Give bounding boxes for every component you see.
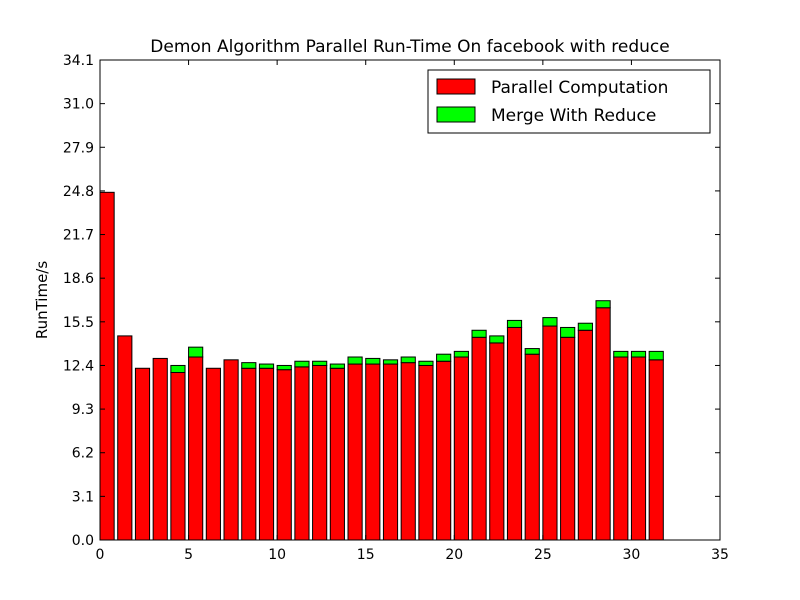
bar-merge-with-reduce: [329, 363, 345, 369]
y-axis-label: RunTime/s: [33, 261, 51, 340]
bar-merge-with-reduce: [400, 356, 416, 364]
bar-parallel-computation: [453, 356, 469, 541]
bar-merge-with-reduce: [276, 364, 292, 371]
bar-merge-with-reduce: [453, 350, 469, 358]
y-tick-label: 21.7: [63, 228, 94, 244]
bar-parallel-computation: [382, 363, 399, 541]
bar-parallel-computation: [294, 366, 310, 541]
bar-parallel-computation: [506, 326, 523, 541]
plot-frame: [99, 59, 721, 541]
bar-parallel-computation: [613, 356, 629, 541]
x-tick-label: 15: [357, 547, 375, 563]
bar-parallel-computation: [560, 336, 576, 541]
bar-parallel-computation: [241, 367, 257, 541]
bar-merge-with-reduce: [312, 360, 328, 366]
bar-parallel-computation: [542, 325, 558, 541]
ticks-layer: 0.0 3.1 6.2 9.3 12.4 15.5 18.6 21.7 24.8 27.9 31.0…: [63, 53, 729, 563]
bar-parallel-computation: [258, 367, 275, 541]
bar-parallel-computation: [134, 367, 151, 541]
bar-merge-with-reduce: [170, 364, 186, 373]
bar-parallel-computation: [648, 359, 664, 541]
bar-parallel-computation: [205, 367, 221, 541]
legend-label: Parallel Computation: [491, 78, 668, 98]
bar-merge-with-reduce: [241, 362, 257, 369]
bar-merge-with-reduce: [577, 322, 593, 331]
bar-parallel-computation: [329, 367, 345, 541]
y-tick-label: 34.1: [63, 53, 94, 69]
y-tick-label: 6.2: [72, 446, 94, 462]
bar-merge-with-reduce: [418, 360, 434, 366]
legend-label: Merge With Reduce: [491, 106, 656, 126]
x-tick-label: 10: [268, 547, 286, 563]
bar-merge-with-reduce: [648, 350, 664, 361]
y-tick-label: 18.6: [63, 271, 94, 287]
bar-parallel-computation: [595, 307, 611, 541]
bar-merge-with-reduce: [542, 317, 558, 327]
bar-parallel-computation: [312, 364, 328, 541]
legend-swatch: [436, 106, 476, 123]
bar-merge-with-reduce: [471, 329, 487, 338]
bar-parallel-computation: [489, 342, 505, 541]
bar-merge-with-reduce: [188, 346, 204, 358]
y-tick-label: 31.0: [63, 97, 94, 113]
bar-merge-with-reduce: [506, 319, 523, 328]
bar-parallel-computation: [400, 362, 416, 541]
bar-merge-with-reduce: [630, 350, 647, 358]
bar-parallel-computation: [276, 369, 292, 541]
bar-parallel-computation: [347, 363, 363, 541]
bar-parallel-computation: [471, 336, 487, 541]
y-tick-label: 0.0: [72, 533, 94, 549]
y-tick-label: 15.5: [63, 315, 94, 331]
bars-layer: [99, 191, 664, 541]
bar-merge-with-reduce: [436, 353, 452, 362]
chart-title: Demon Algorithm Parallel Run-Time On fac…: [150, 37, 669, 57]
bar-merge-with-reduce: [560, 326, 576, 338]
bar-parallel-computation: [152, 357, 168, 541]
bar-parallel-computation: [99, 191, 115, 541]
x-tick-label: 0: [96, 547, 105, 563]
bar-parallel-computation: [418, 364, 434, 541]
bar-parallel-computation: [524, 353, 540, 541]
bar-merge-with-reduce: [365, 357, 381, 365]
bar-parallel-computation: [188, 356, 204, 541]
bar-merge-with-reduce: [613, 350, 629, 358]
x-tick-label: 25: [534, 547, 552, 563]
bar-merge-with-reduce: [347, 356, 363, 365]
x-tick-label: 30: [623, 547, 641, 563]
bar-merge-with-reduce: [524, 348, 540, 355]
x-tick-label: 20: [445, 547, 463, 563]
bar-merge-with-reduce: [489, 335, 505, 344]
bar-merge-with-reduce: [595, 300, 611, 309]
legend-swatch: [436, 78, 476, 95]
legend: Parallel Computation Merge With Reduce: [427, 69, 711, 134]
bar-parallel-computation: [577, 329, 593, 541]
bar-parallel-computation: [436, 360, 452, 541]
bar-parallel-computation: [170, 371, 186, 541]
bar-parallel-computation: [117, 335, 133, 541]
y-tick-label: 27.9: [63, 140, 94, 156]
bar-parallel-computation: [365, 363, 381, 541]
bar-merge-with-reduce: [382, 359, 399, 365]
bar-parallel-computation: [630, 356, 647, 541]
bar-merge-with-reduce: [294, 360, 310, 368]
x-tick-label: 35: [711, 547, 729, 563]
y-tick-label: 9.3: [72, 402, 94, 418]
y-tick-label: 12.4: [63, 358, 94, 374]
x-tick-label: 5: [184, 547, 193, 563]
y-tick-label: 3.1: [72, 489, 94, 505]
bar-merge-with-reduce: [258, 363, 275, 369]
bar-parallel-computation: [223, 359, 239, 541]
y-tick-label: 24.8: [63, 184, 94, 200]
